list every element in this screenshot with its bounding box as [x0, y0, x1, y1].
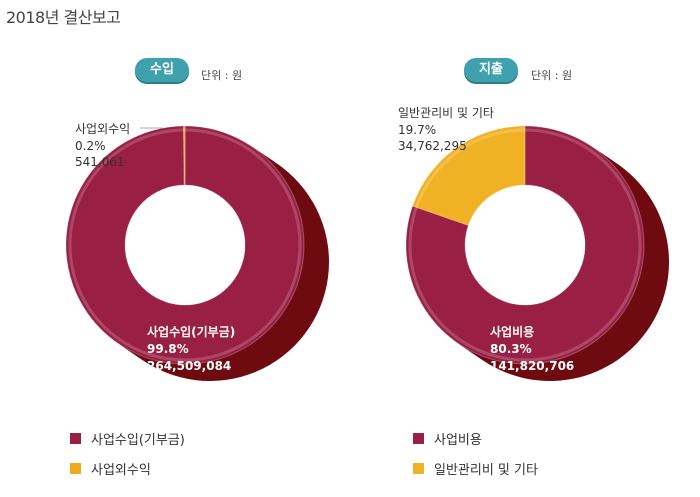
expense-main-label-name: 사업비용 — [490, 324, 534, 339]
legend-item: 사업비용 — [413, 430, 538, 448]
income-main-label-value: 264,509,084 — [147, 359, 231, 373]
legend-swatch — [70, 433, 81, 444]
legend-label: 사업외수익 — [91, 463, 151, 478]
expense-donut-chart: 일반관리비 및 기타 19.7% 34,762,295 사업비용 80.3% 1… — [398, 106, 669, 381]
donut-highlight — [408, 128, 642, 362]
income-title-badge: 수입 — [135, 58, 189, 82]
expense-legend: 사업비용 일반관리비 및 기타 — [413, 430, 538, 490]
legend-label: 사업수입(기부금) — [91, 433, 185, 448]
income-main-label-percent: 99.8% — [147, 342, 189, 356]
donut-hole — [465, 185, 585, 305]
income-callout-percent: 0.2% — [75, 139, 106, 153]
legend-swatch — [413, 433, 424, 444]
legend-label: 사업비용 — [434, 433, 482, 448]
legend-item: 사업외수익 — [70, 460, 185, 478]
income-main-label-name: 사업수입(기부금) — [147, 324, 235, 339]
income-panel: 수입 단위 : 원 사업외수익 0.2% 541,061 사업수입(기부금) 9… — [65, 58, 329, 490]
donut-slice-2 — [182, 125, 186, 186]
donut-highlight — [68, 128, 302, 362]
expense-unit-label: 단위 : 원 — [531, 69, 573, 82]
income-callout-name: 사업외수익 — [75, 122, 130, 136]
legend-swatch — [413, 463, 424, 474]
page-title: 2018년 결산보고 — [6, 8, 121, 27]
income-donut-chart: 사업외수익 0.2% 541,061 사업수입(기부금) 99.8% 264,5… — [65, 122, 329, 382]
legend-swatch — [70, 463, 81, 474]
legend-label: 일반관리비 및 기타 — [434, 463, 538, 478]
expense-callout-name: 일반관리비 및 기타 — [398, 106, 494, 120]
legend-item: 일반관리비 및 기타 — [413, 460, 538, 478]
legend-item: 사업수입(기부금) — [70, 430, 185, 448]
expense-main-label-value: 141,820,706 — [490, 359, 574, 373]
expense-main-label-percent: 80.3% — [490, 342, 532, 356]
expense-panel: 지출 단위 : 원 일반관리비 및 기타 19.7% 34,762,295 사업… — [350, 0, 700, 497]
expense-callout-value: 34,762,295 — [398, 139, 467, 153]
income-unit-label: 단위 : 원 — [201, 69, 243, 82]
donut-hole — [125, 185, 245, 305]
expense-title-badge: 지출 — [464, 58, 518, 82]
income-callout-value: 541,061 — [75, 155, 125, 169]
expense-callout-percent: 19.7% — [398, 123, 436, 137]
income-legend: 사업수입(기부금) 사업외수익 — [70, 430, 185, 490]
